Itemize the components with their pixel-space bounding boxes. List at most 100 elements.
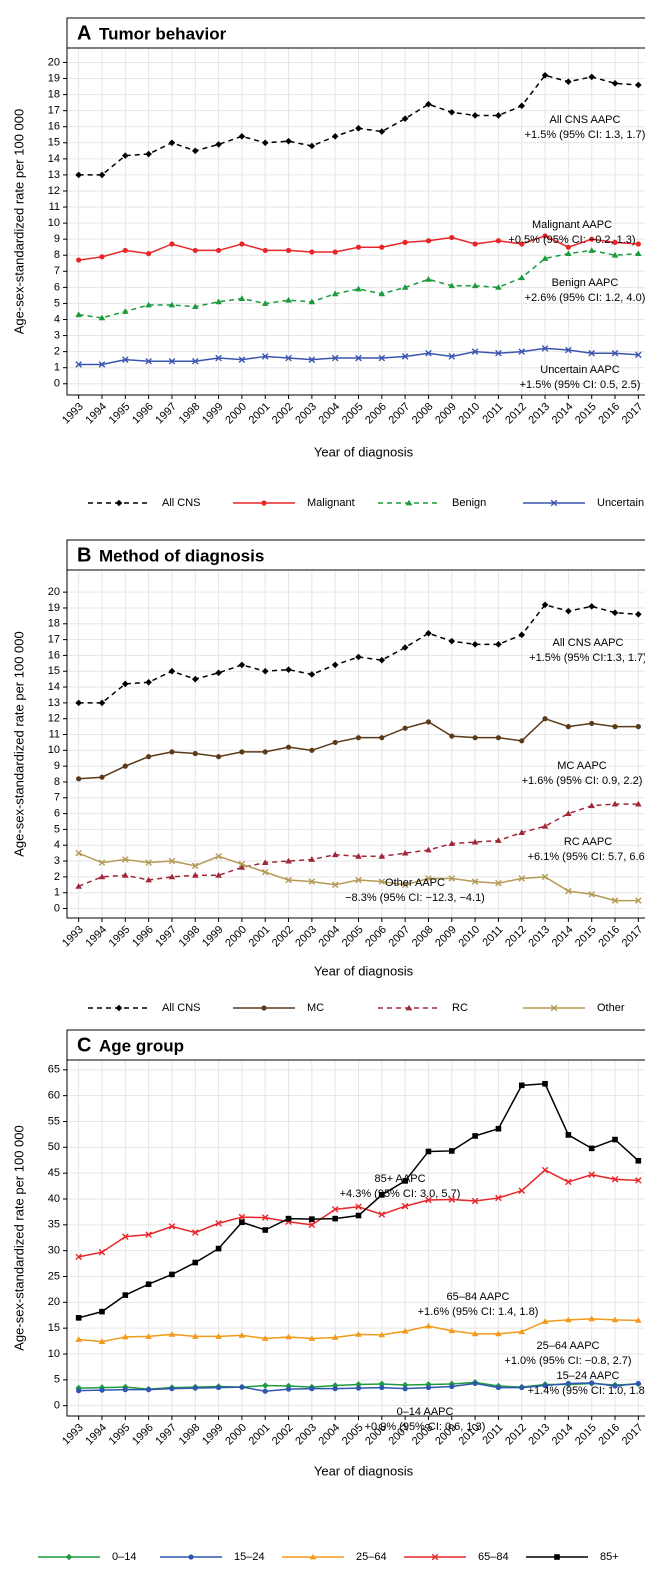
- marker: [355, 653, 362, 661]
- legend-marker: [188, 1554, 194, 1560]
- marker: [471, 112, 479, 119]
- y-tick-label: 7: [54, 792, 60, 804]
- marker: [169, 241, 175, 247]
- y-tick-label: 18: [48, 88, 60, 100]
- y-tick-label: 17: [48, 634, 60, 646]
- marker: [518, 631, 526, 639]
- marker: [75, 171, 82, 179]
- marker: [355, 1331, 362, 1337]
- marker: [378, 1211, 386, 1218]
- y-tick-label: 20: [48, 1296, 60, 1308]
- marker: [262, 247, 268, 254]
- marker: [261, 353, 269, 360]
- marker: [565, 244, 571, 250]
- x-tick-label: 1998: [177, 1422, 203, 1448]
- marker: [215, 853, 222, 860]
- y-tick-label: 35: [48, 1219, 60, 1231]
- annotation: +1.4% (95% CI: 1.0, 1.8): [528, 1385, 645, 1397]
- panel-frame: [66, 1029, 645, 1417]
- annotation: 0–14 AAPC: [397, 1406, 454, 1418]
- marker: [331, 133, 339, 140]
- legend-marker: [115, 1004, 123, 1012]
- marker: [98, 1248, 106, 1256]
- y-tick-label: 55: [48, 1115, 60, 1127]
- marker: [448, 637, 456, 645]
- marker: [448, 1196, 456, 1203]
- marker: [308, 142, 316, 150]
- x-tick-label: 2002: [270, 924, 296, 950]
- marker: [238, 356, 246, 363]
- marker: [308, 671, 316, 678]
- annotation: 25–64 AAPC: [537, 1340, 600, 1352]
- x-tick-label: 2014: [550, 924, 576, 950]
- marker: [98, 361, 106, 368]
- marker: [448, 1327, 456, 1334]
- y-tick-label: 30: [48, 1245, 60, 1257]
- x-tick-label: 1994: [83, 401, 109, 427]
- marker: [448, 1148, 455, 1154]
- marker: [541, 601, 549, 609]
- marker: [588, 73, 595, 81]
- marker: [401, 1327, 409, 1334]
- marker: [75, 1336, 82, 1342]
- y-tick-label: 9: [54, 760, 60, 772]
- marker: [309, 747, 315, 753]
- marker: [378, 1331, 386, 1338]
- y-tick-label: 16: [48, 121, 60, 133]
- marker: [378, 354, 386, 362]
- marker: [565, 346, 572, 354]
- marker: [98, 1338, 106, 1344]
- marker: [145, 859, 152, 866]
- x-tick-label: 2005: [340, 401, 366, 427]
- marker: [261, 1335, 269, 1341]
- y-tick-label: 4: [54, 839, 60, 851]
- marker: [635, 800, 642, 807]
- marker: [285, 1386, 292, 1392]
- marker: [285, 857, 292, 864]
- marker: [261, 667, 269, 675]
- marker: [541, 1166, 549, 1174]
- marker: [541, 873, 549, 881]
- marker: [238, 133, 246, 140]
- marker: [589, 1380, 595, 1386]
- marker: [76, 776, 82, 782]
- marker: [589, 236, 595, 242]
- x-tick-label: 2000: [223, 924, 249, 950]
- marker: [308, 878, 316, 885]
- marker: [75, 699, 82, 707]
- marker: [565, 1380, 571, 1387]
- legend-marker: [405, 499, 413, 506]
- x-tick-label: 2002: [270, 1422, 296, 1448]
- marker: [379, 244, 385, 250]
- x-tick-label: 2005: [340, 924, 366, 950]
- marker: [402, 725, 408, 731]
- y-tick-label: 2: [54, 346, 60, 358]
- marker: [518, 102, 526, 110]
- y-tick-label: 16: [48, 649, 60, 661]
- y-tick-label: 13: [48, 697, 60, 709]
- x-tick-label: 2009: [433, 924, 459, 950]
- x-tick-label: 1995: [107, 401, 133, 427]
- marker: [75, 1253, 82, 1261]
- marker: [75, 1315, 82, 1321]
- legend-label: Benign: [452, 497, 486, 509]
- annotation: +1.5% (95% CI:1.3, 1.7): [529, 652, 645, 664]
- marker: [99, 254, 105, 260]
- y-tick-label: 11: [49, 201, 60, 213]
- marker: [635, 724, 641, 730]
- marker: [495, 1125, 502, 1132]
- x-tick-label: 2006: [363, 924, 389, 950]
- y-tick-label: 60: [48, 1090, 60, 1102]
- x-tick-label: 2016: [596, 401, 622, 427]
- annotation: +1.5% (95% CI: 1.3, 1.7): [525, 129, 645, 141]
- marker: [75, 883, 82, 889]
- marker: [261, 1214, 269, 1221]
- y-tick-label: 15: [48, 137, 60, 149]
- marker: [215, 247, 222, 254]
- marker: [518, 1328, 526, 1335]
- marker: [401, 353, 409, 360]
- x-tick-label: 2001: [247, 401, 273, 427]
- marker: [122, 1387, 128, 1393]
- x-tick-label: 2004: [317, 924, 343, 950]
- marker: [239, 1219, 245, 1226]
